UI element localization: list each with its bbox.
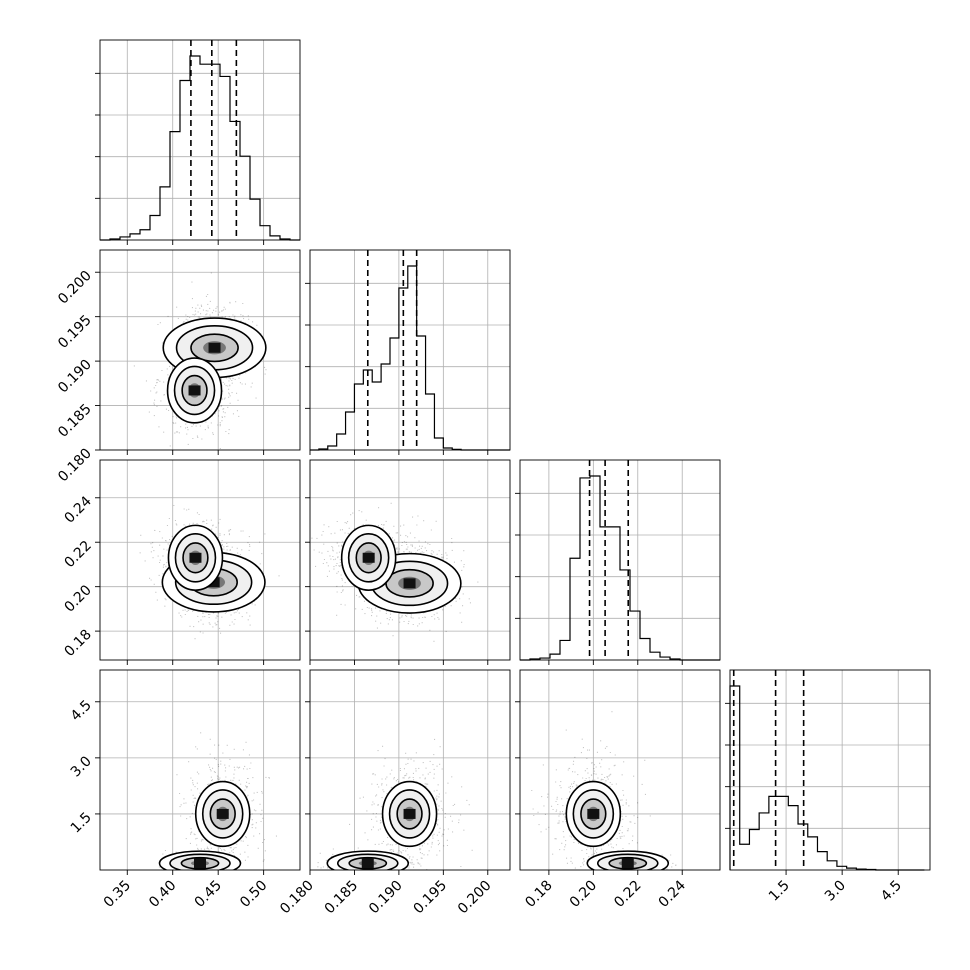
y-tick-label: 1.5 bbox=[68, 809, 95, 836]
panel-background bbox=[100, 40, 300, 240]
scatter-points bbox=[100, 250, 300, 450]
x-tick-label: 0.20 bbox=[567, 878, 600, 911]
x-tick-label: 0.200 bbox=[455, 878, 495, 918]
panel-background bbox=[730, 670, 930, 870]
y-tick-label: 0.185 bbox=[55, 401, 95, 441]
histogram-step bbox=[310, 265, 510, 451]
x-tick-label: 3.0 bbox=[822, 878, 849, 905]
x-tick-label: 0.35 bbox=[101, 878, 134, 911]
scatter-points bbox=[100, 460, 300, 660]
x-tick-label: 0.50 bbox=[237, 878, 270, 911]
panel-frame bbox=[99, 39, 301, 241]
panel-frame bbox=[519, 669, 721, 871]
x-tick-label: 0.18 bbox=[522, 878, 555, 911]
scatter-panel-4-2 bbox=[309, 669, 511, 871]
x-tick-label: 0.190 bbox=[366, 878, 406, 918]
x-tick-label: 0.24 bbox=[656, 877, 689, 910]
histogram-step bbox=[100, 55, 300, 241]
density-peak bbox=[188, 385, 201, 396]
x-tick-label: 0.180 bbox=[277, 878, 317, 918]
density-peak bbox=[216, 808, 229, 819]
x-axis-4: 1.5 3.0 4.5 bbox=[766, 870, 905, 905]
x-tick-label: 0.195 bbox=[410, 878, 450, 918]
scatter-panel-2-1 bbox=[99, 249, 301, 451]
y-tick-label: 0.24 bbox=[61, 493, 94, 526]
scatter-panel-4-1 bbox=[99, 669, 301, 871]
y-tick-label: 0.195 bbox=[55, 312, 95, 352]
y-tick-label: 0.190 bbox=[55, 357, 95, 397]
panel-frame bbox=[309, 459, 511, 661]
density-peak bbox=[361, 858, 374, 869]
y-tick-label: 0.20 bbox=[61, 582, 94, 615]
scatter-points bbox=[100, 670, 300, 870]
x-tick-label: 0.45 bbox=[192, 878, 225, 911]
density-peak bbox=[189, 552, 202, 563]
scatter-points bbox=[310, 670, 510, 870]
histogram-panel-2 bbox=[305, 249, 511, 451]
density-peak bbox=[403, 578, 416, 589]
scatter-points bbox=[520, 670, 720, 870]
histogram-panel-4 bbox=[725, 669, 931, 871]
scatter-panel-3-1 bbox=[99, 459, 301, 661]
panel-frame bbox=[99, 669, 301, 871]
scatter-panel-3-2 bbox=[309, 459, 511, 661]
panel-background bbox=[520, 670, 720, 870]
x-tick-label: 0.22 bbox=[611, 878, 644, 911]
x-tick-label: 1.5 bbox=[766, 878, 793, 905]
density-peak bbox=[403, 808, 416, 819]
density-peak bbox=[587, 808, 600, 819]
density-peak bbox=[621, 858, 634, 869]
panel-frame bbox=[99, 459, 301, 661]
histogram-panel-3 bbox=[515, 459, 721, 661]
x-tick-label: 0.185 bbox=[322, 878, 362, 918]
scatter-panel-4-3 bbox=[519, 669, 721, 871]
histogram-panel-1 bbox=[95, 39, 301, 241]
x-tick-label: 4.5 bbox=[878, 878, 905, 905]
panel-frame bbox=[729, 669, 931, 871]
histogram-step bbox=[520, 475, 720, 661]
y-tick-label: 0.200 bbox=[55, 268, 95, 308]
density-peak bbox=[208, 342, 221, 353]
x-tick-label: 0.40 bbox=[146, 878, 179, 911]
scatter-points bbox=[310, 460, 510, 660]
panel-frame bbox=[309, 249, 511, 451]
density-peak bbox=[362, 552, 375, 563]
panel-frame bbox=[519, 459, 721, 661]
density-peak bbox=[194, 858, 206, 869]
panel-background bbox=[310, 250, 510, 450]
y-tick-label: 0.18 bbox=[61, 627, 94, 660]
panel-frame bbox=[309, 669, 511, 871]
histogram-step bbox=[729, 685, 925, 871]
y-tick-label: 3.0 bbox=[68, 753, 95, 780]
y-tick-label: 0.180 bbox=[55, 446, 95, 486]
panel-frame bbox=[99, 249, 301, 451]
panel-background bbox=[100, 670, 300, 870]
y-tick-label: 0.22 bbox=[61, 538, 94, 571]
y-tick-label: 4.5 bbox=[68, 697, 95, 724]
